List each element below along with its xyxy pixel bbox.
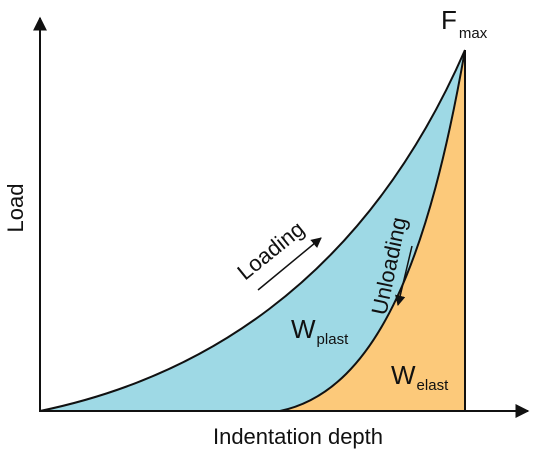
plastic-work-symbol: W: [291, 314, 316, 344]
peak-load-symbol: F: [441, 5, 457, 35]
loading-arrow: [257, 237, 322, 291]
plastic-work-region: [40, 50, 465, 411]
elastic-work-subscript: elast: [417, 377, 450, 394]
plastic-work-label: Wplast: [291, 314, 349, 348]
elastic-work-region: [280, 50, 465, 411]
loading-label: Loading: [232, 216, 309, 285]
peak-load-subscript: max: [459, 25, 488, 42]
elastic-work-symbol: W: [391, 360, 416, 390]
loading-curve: [39, 49, 466, 412]
x-axis-label: Indentation depth: [213, 424, 383, 449]
plastic-work-subscript: plast: [317, 331, 350, 348]
y-axis-label: Load: [3, 184, 28, 233]
unloading-arrow: [395, 245, 413, 307]
elastic-work-label: Welast: [391, 360, 449, 394]
